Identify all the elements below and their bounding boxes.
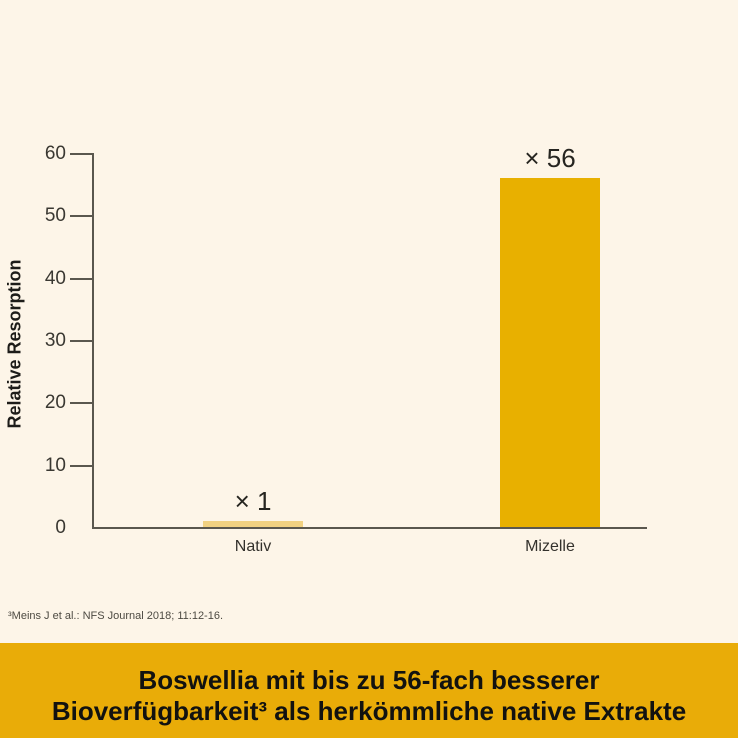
x-category-label-mizelle: Mizelle bbox=[525, 538, 575, 555]
y-axis-line bbox=[92, 153, 94, 529]
bar-value-label-mizelle: × 56 bbox=[524, 143, 576, 173]
y-tick-30 bbox=[70, 340, 92, 342]
y-tick-label-0: 0 bbox=[55, 517, 66, 538]
bar-value-label-nativ: × 1 bbox=[234, 486, 272, 516]
y-tick-50 bbox=[70, 215, 92, 218]
y-tick-label-10: 10 bbox=[44, 454, 66, 476]
y-tick-label-30: 30 bbox=[44, 330, 66, 351]
y-tick-label-50: 50 bbox=[44, 205, 66, 227]
x-category-label-nativ: Nativ bbox=[234, 538, 272, 555]
headline-line-2: Bioverfügbarkeit³ als herkömmliche nativ… bbox=[51, 696, 687, 726]
y-tick-label-20: 20 bbox=[44, 392, 66, 414]
headline-line-1: Boswellia mit bis zu 56-fach besserer bbox=[138, 665, 600, 695]
headline-banner: Boswellia mit bis zu 56-fach besserer Bi… bbox=[0, 643, 738, 738]
x-axis-line bbox=[92, 527, 647, 529]
y-tick-40 bbox=[70, 277, 92, 280]
y-tick-label-40: 40 bbox=[44, 267, 66, 289]
bar-nativ bbox=[203, 521, 303, 527]
y-tick-60 bbox=[70, 153, 92, 155]
y-tick-10 bbox=[70, 464, 92, 467]
source-footnote: ³Meins J et al.: NFS Journal 2018; 11:12… bbox=[8, 610, 224, 622]
y-tick-20 bbox=[70, 402, 92, 405]
bar-mizelle bbox=[500, 178, 600, 527]
y-tick-label-60: 60 bbox=[44, 143, 66, 164]
